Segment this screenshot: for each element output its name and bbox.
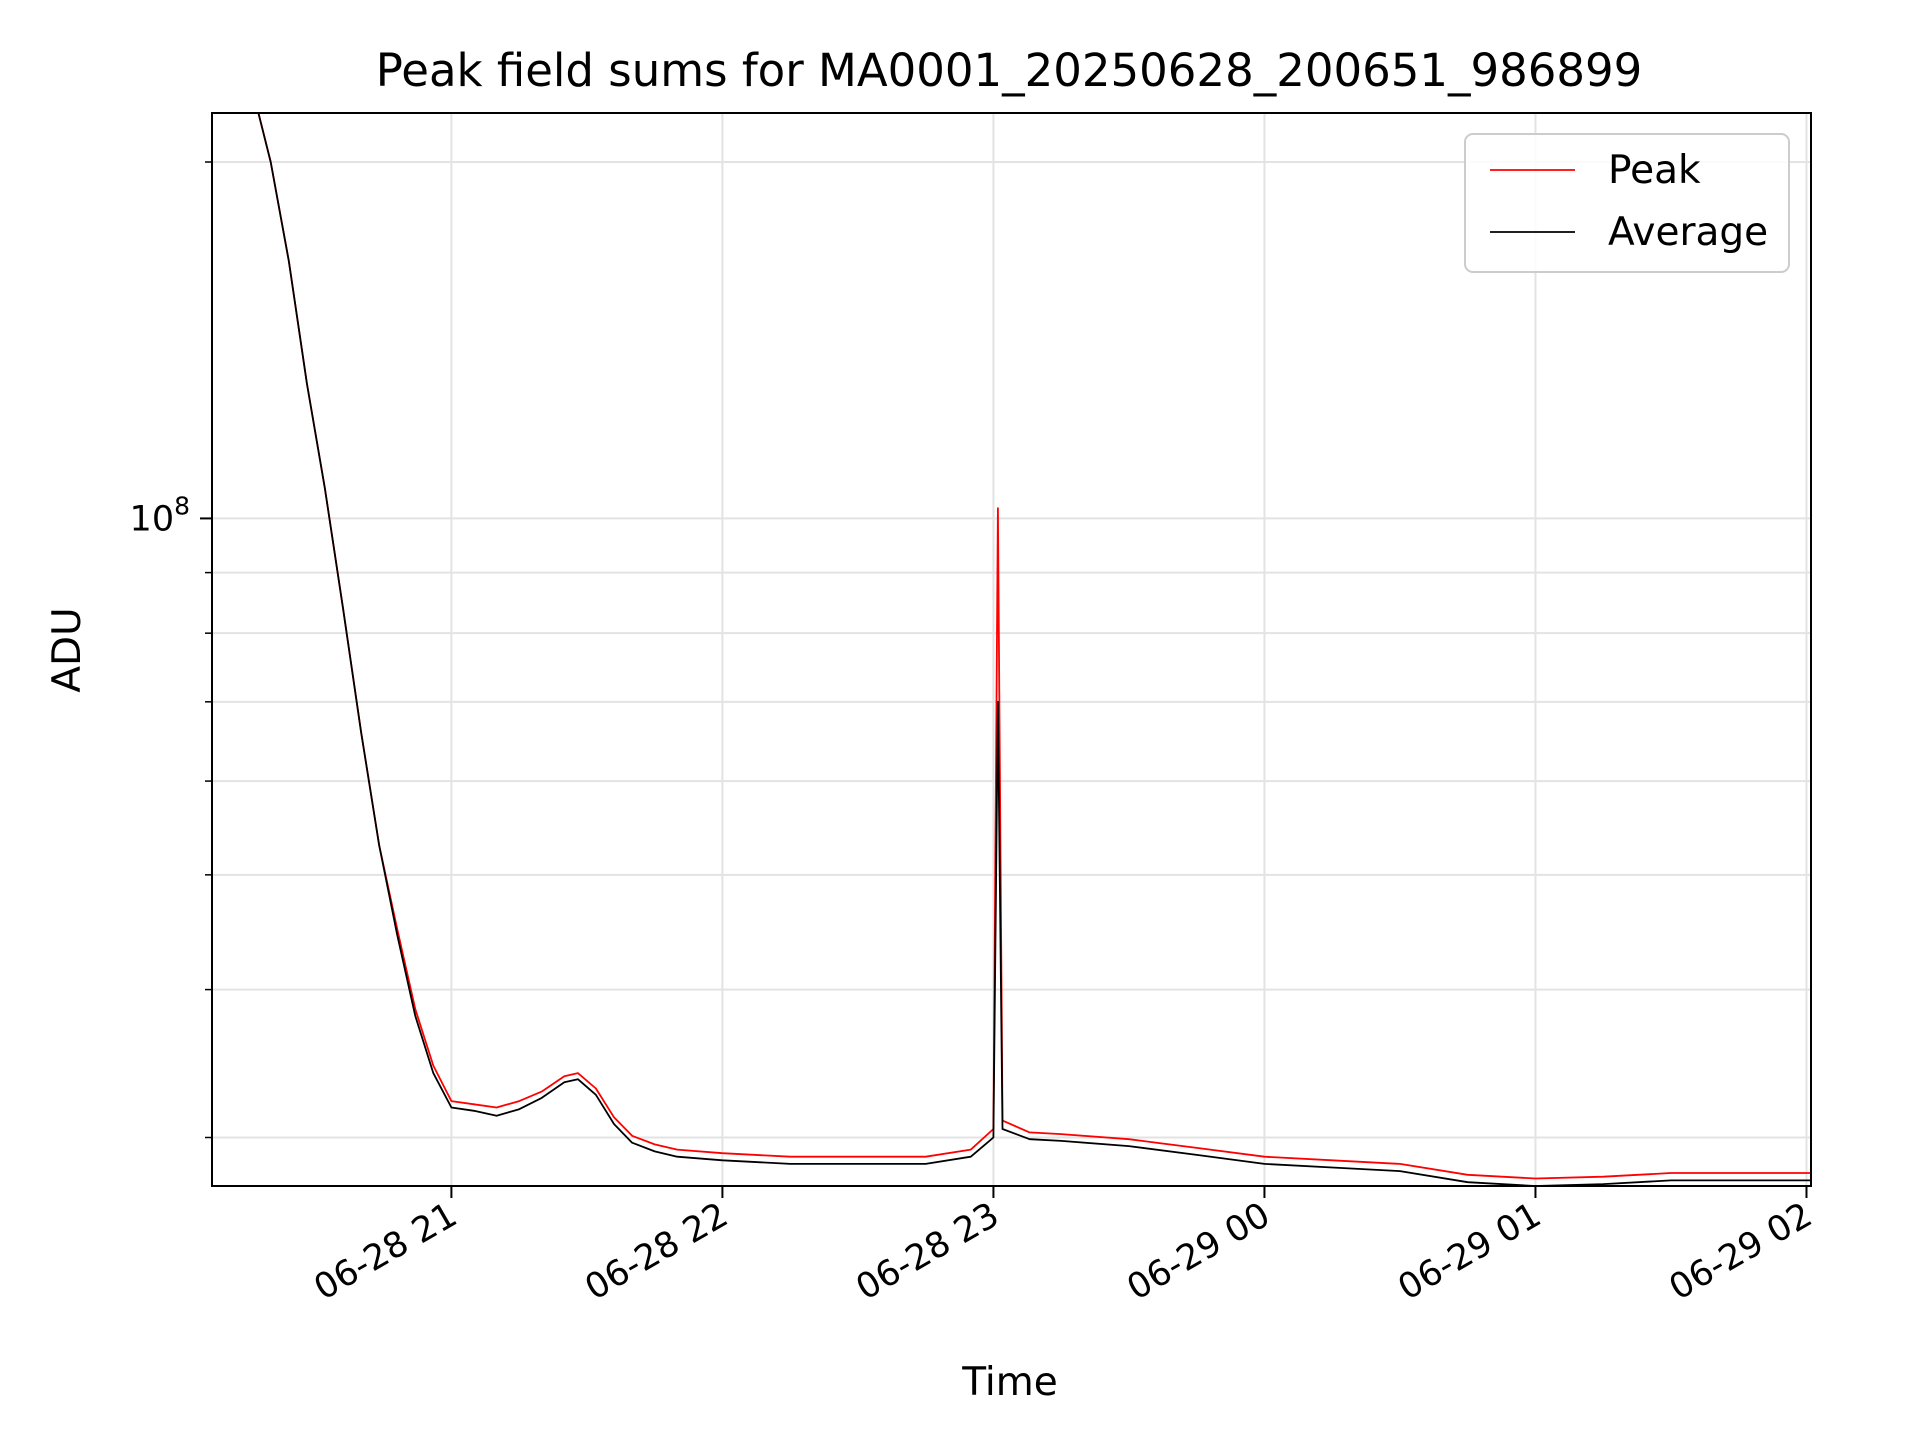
legend-box	[1464, 133, 1790, 273]
plot-frame	[211, 112, 1812, 1187]
y-axis: 108	[130, 161, 212, 1139]
series-group	[257, 113, 1811, 1186]
series-line-average	[257, 113, 1811, 1186]
chart-title: Peak field sums for MA0001_20250628_2006…	[376, 44, 1643, 97]
legend-label-peak: Peak	[1608, 148, 1701, 193]
y-axis-label: ADU	[45, 607, 90, 692]
legend-label-average: Average	[1608, 210, 1768, 255]
legend: Peak Average	[1464, 133, 1790, 273]
y-tick-label-base: 10	[130, 499, 175, 539]
y-tick-label-exponent: 8	[174, 491, 190, 520]
grid	[212, 113, 1811, 1186]
x-axis-label: Time	[961, 1360, 1057, 1405]
y-tick-label: 108	[130, 491, 190, 539]
